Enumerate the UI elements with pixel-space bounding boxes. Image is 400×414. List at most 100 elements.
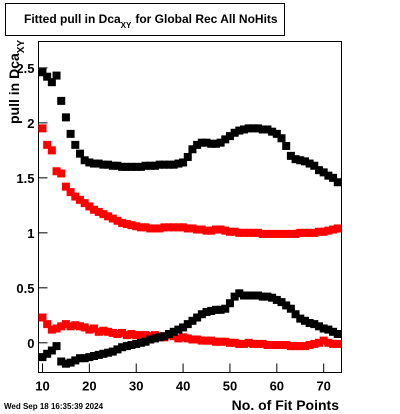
marker	[286, 304, 295, 313]
marker	[235, 126, 244, 135]
marker	[305, 159, 314, 168]
marker	[300, 316, 309, 325]
marker	[268, 341, 277, 350]
marker	[169, 327, 178, 336]
marker	[150, 161, 159, 170]
marker	[179, 323, 188, 332]
marker	[155, 160, 164, 169]
marker	[319, 227, 328, 236]
marker	[155, 333, 164, 342]
y-tick-label: 1.5	[16, 171, 34, 186]
marker	[38, 68, 47, 77]
marker	[268, 229, 277, 238]
marker	[188, 145, 197, 154]
marker	[310, 339, 319, 348]
marker	[66, 358, 75, 367]
marker	[207, 139, 216, 148]
y-axis-label: pull in DcaXY	[6, 40, 27, 124]
chart-title: Fitted pull in DcaXY for Global Rec All N…	[24, 12, 278, 30]
marker	[296, 314, 305, 323]
marker	[286, 151, 295, 160]
marker	[104, 348, 113, 357]
marker	[183, 334, 192, 343]
marker	[136, 338, 145, 347]
marker	[75, 195, 84, 204]
marker	[188, 335, 197, 344]
marker	[71, 321, 80, 330]
marker	[94, 327, 103, 336]
marker	[197, 225, 206, 234]
marker	[221, 304, 230, 313]
marker	[108, 347, 117, 356]
marker	[333, 330, 342, 339]
y-label-main: pull in Dca	[6, 53, 22, 124]
marker	[310, 161, 319, 170]
marker	[155, 224, 164, 233]
marker	[127, 330, 136, 339]
marker	[193, 313, 202, 322]
marker	[122, 162, 131, 171]
marker	[160, 332, 169, 341]
marker	[263, 125, 272, 134]
marker	[193, 140, 202, 149]
marker	[310, 228, 319, 237]
marker	[52, 167, 61, 176]
marker	[136, 162, 145, 171]
marker	[272, 129, 281, 138]
marker	[240, 228, 249, 237]
marker	[38, 313, 47, 322]
marker	[263, 341, 272, 350]
marker	[165, 223, 174, 232]
marker	[146, 161, 155, 170]
marker	[296, 156, 305, 165]
marker	[211, 337, 220, 346]
marker	[216, 138, 225, 147]
marker	[66, 129, 75, 138]
marker	[174, 159, 183, 168]
marker	[329, 173, 338, 182]
marker	[104, 327, 113, 336]
marker	[146, 224, 155, 233]
marker	[165, 160, 174, 169]
marker	[230, 128, 239, 137]
marker	[150, 224, 159, 233]
marker	[174, 325, 183, 334]
marker	[324, 226, 333, 235]
marker	[244, 124, 253, 133]
marker	[61, 182, 70, 191]
marker	[94, 350, 103, 359]
marker	[122, 220, 131, 229]
marker	[305, 228, 314, 237]
title-main: Fitted pull in Dca	[24, 12, 121, 26]
marker	[296, 342, 305, 351]
x-tick-label: 30	[129, 379, 143, 394]
marker	[71, 356, 80, 365]
marker	[235, 289, 244, 298]
marker	[141, 161, 150, 170]
marker	[85, 353, 94, 362]
marker	[225, 227, 234, 236]
y-tick-label: 1	[27, 226, 34, 241]
marker	[141, 337, 150, 346]
marker	[90, 324, 99, 333]
marker	[216, 337, 225, 346]
y-tick-label: 0	[27, 336, 34, 351]
marker	[249, 124, 258, 133]
marker	[57, 357, 66, 366]
marker	[165, 330, 174, 339]
marker	[315, 322, 324, 331]
marker	[291, 310, 300, 319]
marker	[258, 339, 267, 348]
marker	[282, 341, 291, 350]
marker	[272, 295, 281, 304]
marker	[108, 328, 117, 337]
marker	[197, 336, 206, 345]
marker	[315, 166, 324, 175]
marker	[319, 336, 328, 345]
marker	[132, 339, 141, 348]
marker	[85, 158, 94, 167]
marker	[329, 327, 338, 336]
marker	[179, 333, 188, 342]
marker	[202, 308, 211, 317]
marker	[99, 326, 108, 335]
